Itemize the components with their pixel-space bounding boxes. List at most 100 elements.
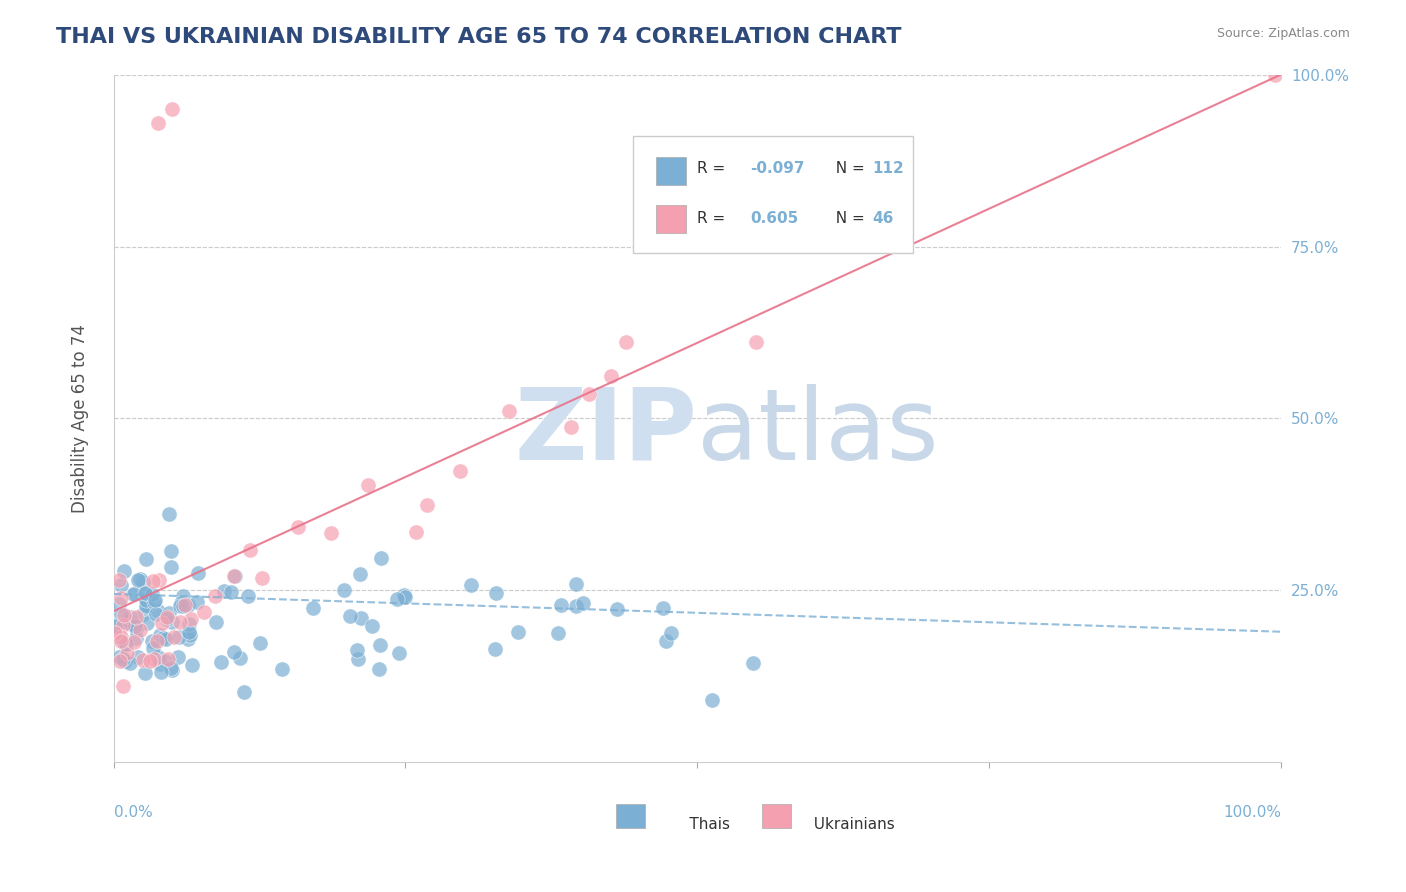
Point <box>700 692 723 706</box>
Text: 46: 46 <box>873 211 894 227</box>
Text: THAI VS UKRAINIAN DISABILITY AGE 65 TO 74 CORRELATION CHART: THAI VS UKRAINIAN DISABILITY AGE 65 TO 7… <box>56 27 901 46</box>
Point <box>394 591 416 605</box>
Bar <box>657 157 686 185</box>
Point <box>287 519 309 533</box>
Point <box>350 611 373 625</box>
Point <box>132 574 155 589</box>
Point <box>547 625 569 640</box>
Point <box>150 615 173 630</box>
Point <box>222 569 245 583</box>
Point <box>149 657 172 671</box>
Point <box>115 646 138 660</box>
Point <box>110 654 132 668</box>
Point <box>180 612 202 626</box>
Point <box>370 550 392 565</box>
Point <box>162 630 184 644</box>
Point <box>655 633 678 648</box>
Bar <box>616 804 645 828</box>
Text: -0.097: -0.097 <box>749 161 804 177</box>
Point <box>177 598 200 612</box>
Point <box>110 634 132 648</box>
Point <box>204 615 226 630</box>
Point <box>122 587 145 601</box>
Point <box>125 622 148 636</box>
Point <box>143 595 166 609</box>
Point <box>110 591 132 605</box>
Point <box>114 654 136 668</box>
Point <box>142 574 165 589</box>
Point <box>120 609 142 624</box>
Point <box>115 637 138 651</box>
Point <box>744 334 766 349</box>
Point <box>146 634 169 648</box>
Point <box>148 573 170 587</box>
Point <box>107 630 129 644</box>
Point <box>160 615 183 630</box>
Point <box>167 630 190 644</box>
Point <box>142 641 165 656</box>
Point <box>124 635 146 649</box>
Point <box>134 665 156 680</box>
Point <box>177 617 200 632</box>
Text: R =: R = <box>697 211 731 227</box>
Point <box>129 623 152 637</box>
Point <box>105 619 128 633</box>
Point <box>347 651 370 665</box>
Point <box>416 499 439 513</box>
Point <box>319 526 342 541</box>
Point <box>156 652 179 666</box>
Point <box>233 685 256 699</box>
Point <box>742 657 765 671</box>
Point <box>112 607 135 622</box>
Point <box>550 598 572 612</box>
Point <box>301 601 323 615</box>
Point <box>124 618 146 632</box>
Point <box>385 592 408 607</box>
Bar <box>762 804 790 828</box>
Point <box>156 612 179 626</box>
Point <box>135 598 157 612</box>
Point <box>560 420 582 434</box>
Point <box>125 609 148 624</box>
Point <box>142 652 165 666</box>
Point <box>659 625 682 640</box>
Point <box>108 574 131 588</box>
Point <box>229 651 252 665</box>
Point <box>152 631 174 645</box>
Point <box>145 607 167 621</box>
Point <box>252 571 274 585</box>
Point <box>131 607 153 622</box>
Point <box>405 525 427 540</box>
Point <box>1264 68 1286 82</box>
Point <box>117 616 139 631</box>
Point <box>159 544 181 558</box>
Point <box>118 656 141 670</box>
Point <box>187 566 209 580</box>
Point <box>169 615 191 629</box>
Point <box>339 608 361 623</box>
Point <box>118 614 141 628</box>
Text: Source: ZipAtlas.com: Source: ZipAtlas.com <box>1216 27 1350 40</box>
Point <box>157 507 180 521</box>
Point <box>111 617 134 632</box>
Point <box>572 596 595 610</box>
Point <box>179 628 201 642</box>
Point <box>367 662 389 676</box>
Point <box>122 587 145 601</box>
Point <box>135 552 157 566</box>
Point <box>498 404 520 418</box>
Point <box>135 586 157 600</box>
Point <box>127 573 149 587</box>
Point <box>177 624 200 639</box>
Text: 112: 112 <box>873 161 904 177</box>
Point <box>136 615 159 630</box>
Point <box>394 588 416 602</box>
Point <box>209 656 232 670</box>
Point <box>172 589 194 603</box>
Point <box>104 626 127 640</box>
Point <box>160 660 183 674</box>
Point <box>204 589 226 603</box>
Y-axis label: Disability Age 65 to 74: Disability Age 65 to 74 <box>72 324 89 513</box>
Point <box>159 560 181 574</box>
Point <box>169 599 191 613</box>
